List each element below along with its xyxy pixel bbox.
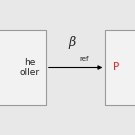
Text: P: P <box>113 63 119 72</box>
FancyBboxPatch shape <box>0 30 46 105</box>
FancyBboxPatch shape <box>105 30 135 105</box>
Text: he
oller: he oller <box>20 58 40 77</box>
Text: β: β <box>69 36 76 49</box>
Text: ref: ref <box>79 56 88 62</box>
